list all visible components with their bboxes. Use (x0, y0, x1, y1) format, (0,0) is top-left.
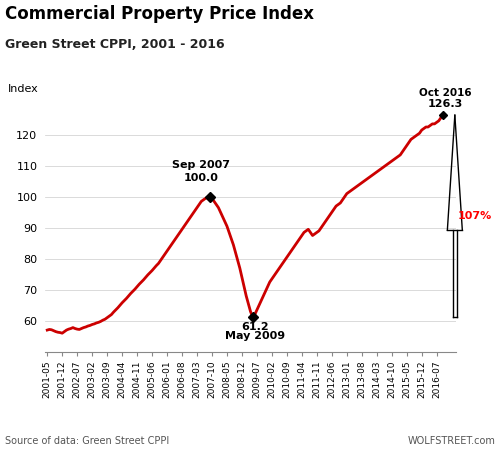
Text: Commercial Property Price Index: Commercial Property Price Index (5, 5, 314, 23)
Text: Source of data: Green Street CPPI: Source of data: Green Street CPPI (5, 437, 169, 446)
Text: Green Street CPPI, 2001 - 2016: Green Street CPPI, 2001 - 2016 (5, 38, 224, 51)
Text: 61.2: 61.2 (241, 322, 269, 331)
Text: Sep 2007: Sep 2007 (172, 161, 230, 170)
Text: WOLFSTREET.com: WOLFSTREET.com (408, 437, 496, 446)
Text: 100.0: 100.0 (184, 173, 219, 183)
Text: 107%: 107% (457, 211, 491, 221)
Text: 126.3: 126.3 (427, 99, 463, 109)
Text: May 2009: May 2009 (225, 331, 285, 341)
Text: Index: Index (8, 84, 39, 94)
Text: Oct 2016: Oct 2016 (419, 88, 471, 98)
